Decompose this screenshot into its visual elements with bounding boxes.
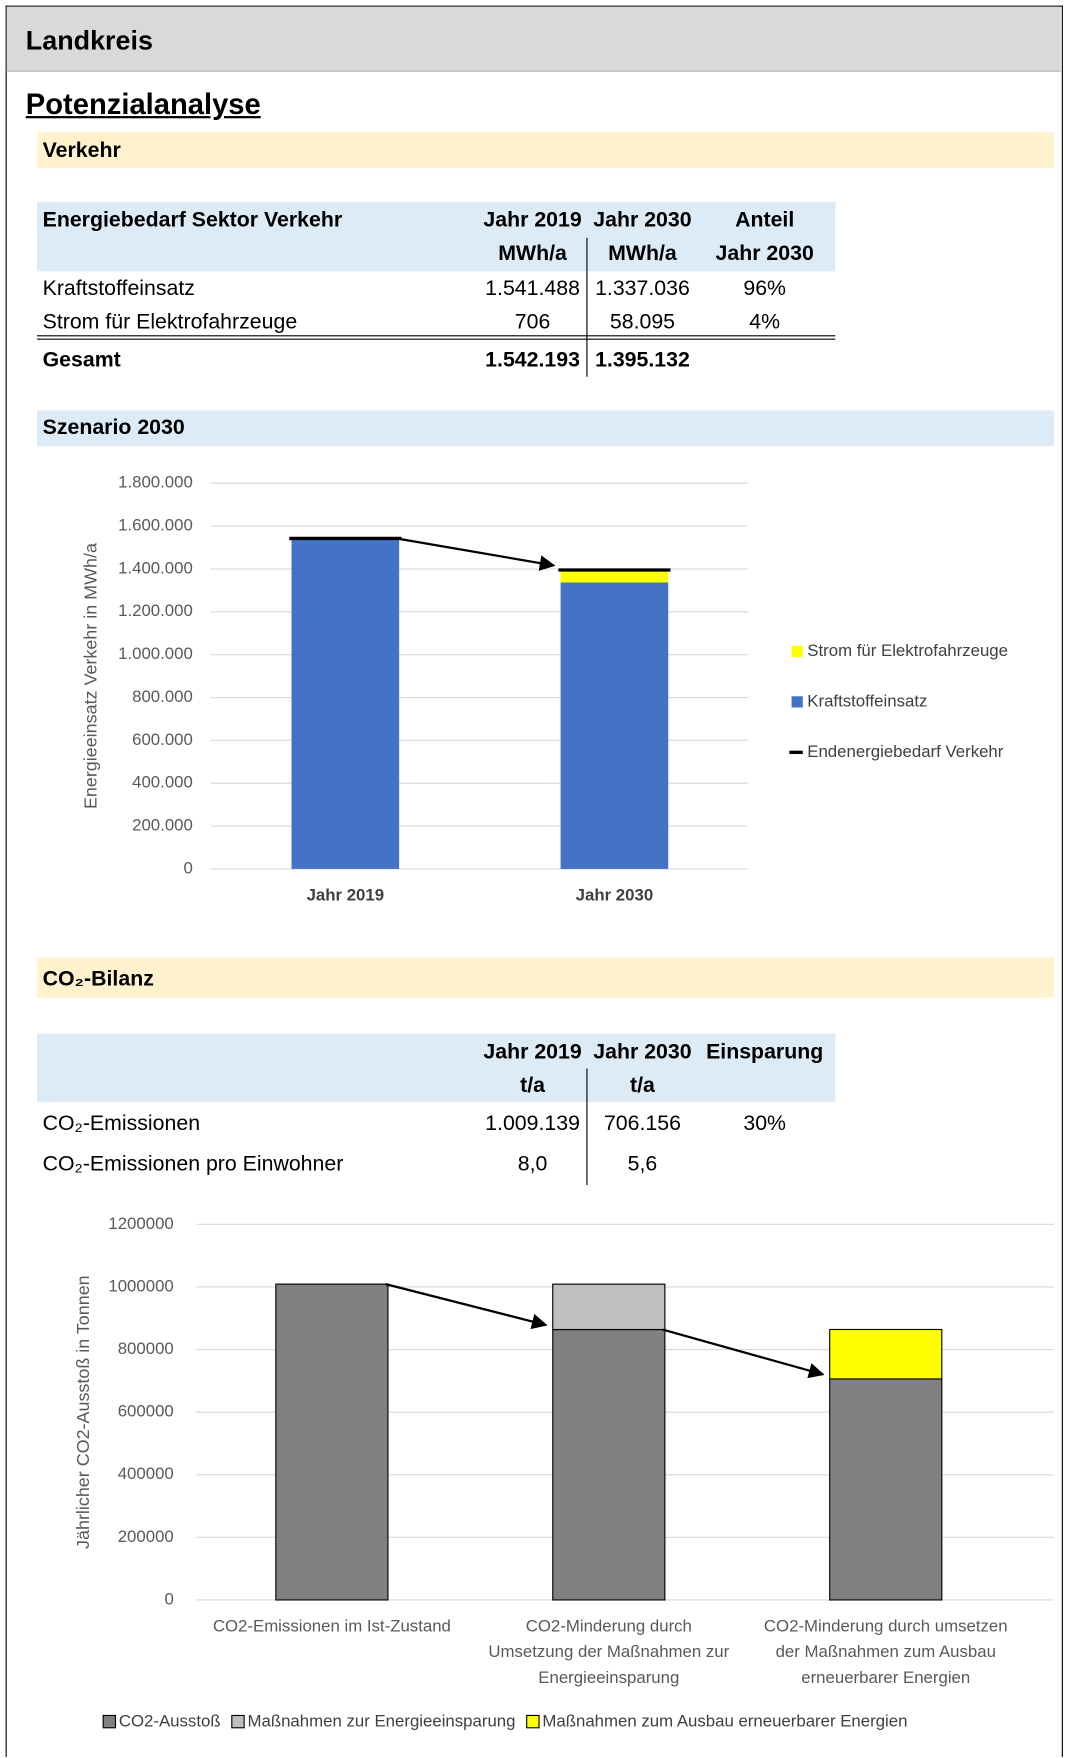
cell: 1.009.139 (485, 1112, 580, 1136)
y-tick-label: 800.000 (132, 687, 193, 706)
total-cell: 1.395.132 (595, 348, 690, 373)
y-tick-label: 200000 (118, 1527, 174, 1546)
table-title-cell: Energiebedarf Sektor Verkehr (42, 208, 343, 233)
y-tick-label: 1.600.000 (118, 516, 193, 535)
x-tick-label: der Maßnahmen zum Ausbau (776, 1642, 996, 1661)
section-title: Verkehr (42, 139, 121, 163)
x-tick-label: CO2-Minderung durch (526, 1616, 692, 1635)
bar-segment (552, 1283, 666, 1331)
y-tick-label: 1.200.000 (118, 601, 193, 620)
y-axis-title: Jährlicher CO2-Ausstoß in Tonnen (73, 1275, 93, 1549)
y-tick-label: 800000 (118, 1339, 174, 1358)
arrow (662, 1328, 825, 1379)
legend-label: Kraftstoffeinsatz (807, 691, 927, 710)
column-header: Anteil (735, 208, 795, 233)
x-tick-label: Jahr 2030 (576, 885, 654, 904)
cell: 8,0 (517, 1152, 548, 1177)
y-tick-label: 1.800.000 (118, 473, 193, 492)
legend-label: Strom für Elektrofahrzeuge (807, 641, 1008, 660)
legend-label: CO2-Ausstoß (119, 1712, 221, 1731)
column-header: t/a (630, 1074, 655, 1098)
cell: 5,6 (627, 1152, 658, 1177)
row-label: CO₂-Emissionen pro Einwohner (42, 1152, 344, 1177)
bar-segment (829, 1378, 943, 1601)
header-title: Landkreis (25, 25, 153, 57)
cell: 30% (743, 1112, 786, 1136)
section-title: Szenario 2030 (42, 415, 185, 440)
legend-swatch (791, 645, 803, 658)
column-header: Jahr 2030 (715, 242, 814, 266)
row-label: Strom für Elektrofahrzeuge (42, 310, 298, 335)
cell: 706 (514, 310, 551, 335)
header-band (6, 6, 1061, 72)
bar-segment (560, 582, 669, 869)
bar-segment (291, 538, 400, 869)
legend-swatch (231, 1714, 245, 1729)
arrow (396, 537, 556, 571)
double-rule (36, 335, 836, 340)
x-tick-label: Umsetzung der Maßnahmen zur (488, 1642, 729, 1661)
y-tick-label: 1.000.000 (118, 644, 193, 663)
column-header: Jahr 2019 (483, 1040, 582, 1065)
column-header: Jahr 2030 (593, 1040, 692, 1065)
y-tick-label: 1.400.000 (118, 558, 193, 577)
bar-segment (829, 1328, 943, 1380)
y-axis-title: Energieeinsatz Verkehr in MWh/a (81, 543, 101, 809)
table-divider (586, 1068, 588, 1186)
row-label: Kraftstoffeinsatz (42, 276, 195, 301)
table-divider (586, 237, 588, 377)
y-tick-label: 0 (184, 858, 193, 877)
section-band (36, 957, 1054, 998)
column-header: Einsparung (706, 1040, 824, 1065)
bar-segment (552, 1328, 666, 1601)
section-band (36, 132, 1054, 169)
y-tick-label: 400000 (118, 1464, 174, 1483)
legend-swatch (791, 696, 803, 708)
arrow (385, 1283, 548, 1330)
column-header: MWh/a (608, 242, 677, 266)
legend-label: Endenergiebedarf Verkehr (807, 742, 1004, 761)
cell: 1.541.488 (485, 276, 580, 301)
bar-segment (560, 569, 669, 583)
bar-segment (275, 1283, 389, 1601)
y-tick-label: 1200000 (108, 1214, 173, 1233)
x-tick-label: erneuerbarer Energien (801, 1668, 970, 1687)
legend-swatch (102, 1714, 117, 1729)
table-header-band (36, 1033, 836, 1103)
cell: 96% (743, 276, 786, 301)
cell: 706.156 (603, 1112, 681, 1136)
legend-swatch (526, 1714, 540, 1729)
section-title: CO₂-Bilanz (42, 967, 154, 992)
column-header: t/a (520, 1074, 546, 1098)
y-tick-label: 1000000 (108, 1276, 173, 1295)
x-tick-label: Jahr 2019 (307, 885, 385, 904)
y-tick-label: 600.000 (132, 730, 193, 749)
column-header: MWh/a (498, 242, 567, 266)
y-tick-label: 0 (164, 1589, 173, 1608)
legend-label: Maßnahmen zum Ausbau erneuerbarer Energi… (542, 1712, 907, 1731)
cell: 1.337.036 (595, 276, 690, 301)
y-tick-label: 400.000 (132, 773, 193, 792)
section-band (36, 410, 1054, 447)
x-tick-label: Energieeinsparung (538, 1668, 679, 1687)
total-cell: 1.542.193 (485, 348, 580, 373)
y-tick-label: 200.000 (132, 816, 193, 835)
page-border (5, 5, 1063, 1757)
row-label: CO₂-Emissionen (42, 1112, 201, 1136)
column-header: Jahr 2030 (593, 208, 692, 233)
legend-label: Maßnahmen zur Energieeinsparung (248, 1712, 516, 1731)
x-tick-label: CO2-Minderung durch umsetzen (764, 1616, 1008, 1635)
cell: 4% (749, 310, 781, 335)
column-header: Jahr 2019 (483, 208, 582, 233)
x-tick-label: CO2-Emissionen im Ist-Zustand (213, 1616, 451, 1635)
y-tick-label: 600000 (118, 1402, 174, 1421)
total-label: Gesamt (42, 348, 121, 373)
cell: 58.095 (609, 310, 676, 335)
heading: Potenzialanalyse (25, 86, 261, 121)
table-header-band (36, 201, 836, 272)
